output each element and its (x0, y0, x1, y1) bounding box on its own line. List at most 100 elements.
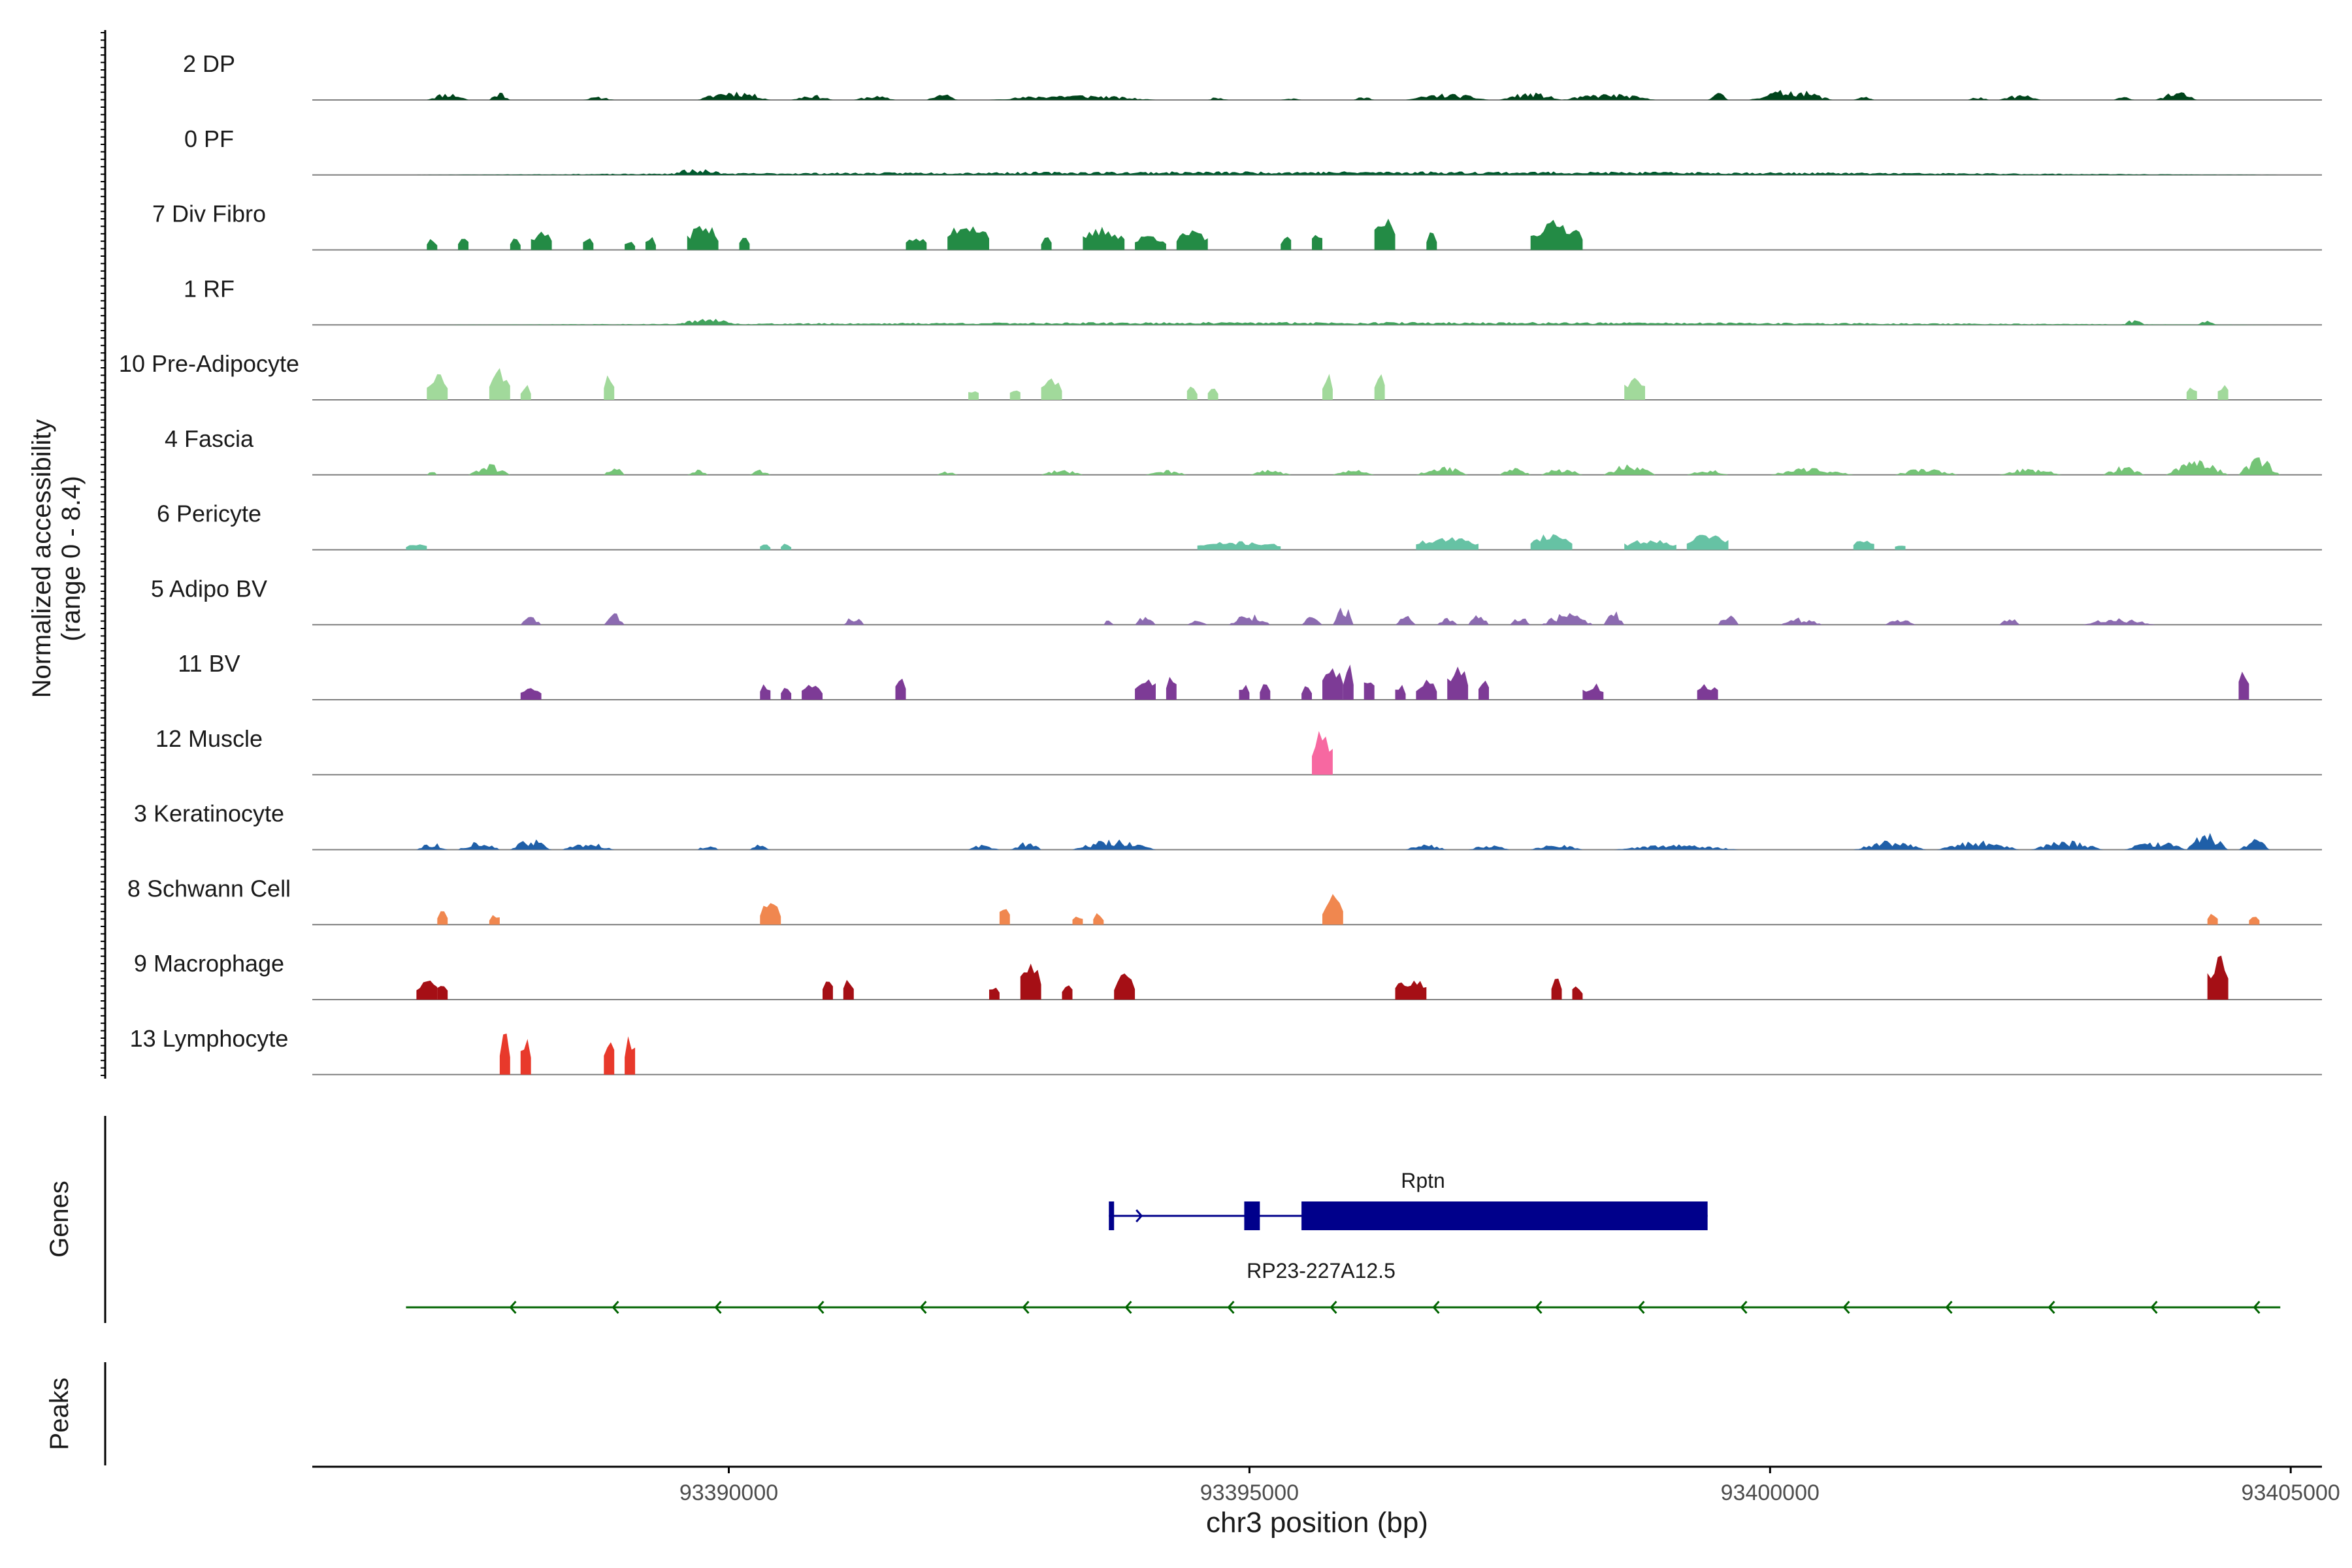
gene-label: RP23-227A12.5 (1247, 1259, 1396, 1282)
coverage-peak (1135, 679, 1156, 700)
coverage-peak (1551, 978, 1562, 1000)
coverage-peak (2124, 320, 2146, 325)
track-8-schwann-cell: 8 Schwann Cell (127, 875, 2322, 926)
track-label: 0 PF (184, 125, 234, 152)
coverage-peak (1853, 540, 1874, 550)
coverage-peak (562, 843, 615, 850)
coverage-peak (406, 544, 427, 550)
coverage-peak (1530, 220, 1583, 250)
coverage-peak (1322, 894, 1343, 925)
track-9-macrophage: 9 Macrophage (134, 950, 2322, 1000)
gene-track: Rptn RP23-227A12.5 (406, 1169, 2281, 1314)
exon (1301, 1201, 1708, 1230)
exon (1109, 1201, 1115, 1230)
coverage-peak (1416, 537, 1478, 550)
coverage-peak (1249, 470, 1292, 475)
coverage-peak (2103, 466, 2146, 475)
coverage-peak (802, 685, 823, 700)
coverage-peak (1135, 617, 1156, 625)
coverage-peak (1072, 839, 1156, 850)
coverage-peak (645, 237, 656, 250)
coverage-peak (437, 911, 448, 925)
track-0-pf: 0 PF (184, 125, 2322, 176)
coverage-peak (1603, 464, 1656, 475)
track-label: 6 Pericyte (157, 500, 261, 527)
coverage-peak (2124, 842, 2187, 850)
track-3-keratinocyte: 3 Keratinocyte (134, 800, 2322, 851)
y-axis-label-line1: Normalized accessibility (27, 419, 56, 698)
track-5-adipo-bv: 5 Adipo BV (151, 575, 2322, 626)
x-tick-label: 93405000 (2242, 1480, 2340, 1505)
coverage-peak (1353, 97, 1375, 100)
y-axis-label-line2: (range 0 - 8.4) (57, 476, 86, 641)
coverage-peak (697, 846, 719, 850)
coverage-peak (1999, 468, 2062, 475)
coverage-peak (1343, 664, 1354, 700)
coverage-peak (1468, 615, 1489, 625)
coverage-peak (625, 1036, 636, 1075)
coverage-peak (1364, 682, 1375, 700)
gene-label: Rptn (1401, 1169, 1445, 1192)
coverage-peak (458, 238, 469, 250)
coverage-peak (520, 385, 531, 400)
coverage-peak (926, 94, 958, 100)
track-6-pericyte: 6 Pericyte (157, 500, 2322, 551)
coverage-peak (520, 688, 542, 700)
coverage-peak (604, 468, 625, 475)
y-axis (101, 30, 106, 1079)
coverage-peak (1093, 913, 1104, 925)
coverage-peak (604, 613, 625, 625)
coverage-peak (1405, 844, 1448, 850)
coverage-peak (1572, 986, 1583, 1000)
track-label: 11 BV (178, 650, 240, 677)
y-axis-ticks (101, 32, 105, 1076)
track-10-pre-adipocyte: 10 Pre-Adipocyte (119, 350, 2322, 400)
coverage-peak (1041, 470, 1083, 475)
coverage-peak (1999, 619, 2020, 625)
coverage-peak (1186, 386, 1198, 400)
track-label: 9 Macrophage (134, 950, 284, 977)
coverage-peak (2030, 840, 2104, 850)
coverage-peak (1322, 668, 1343, 700)
coverage-peak (1686, 470, 1729, 475)
coverage-peak (1312, 235, 1322, 250)
coverage-peak (2082, 618, 2155, 625)
track-label: 7 Div Fibro (152, 201, 266, 227)
coverage-peak (1582, 683, 1604, 700)
track-13-lymphocyte: 13 Lymphocyte (130, 1025, 2322, 1075)
coverage-peak (2238, 672, 2249, 700)
coverage-peak (1062, 985, 1073, 1000)
strand-arrow (2253, 1301, 2261, 1314)
coverage-peak (1749, 90, 1833, 100)
coverage-peak (1603, 611, 1625, 625)
coverage-peak (843, 979, 854, 1000)
coverage-peak (1853, 840, 1927, 850)
coverage-peak (427, 238, 438, 250)
coverage-peak (1020, 963, 1041, 1000)
strand-arrow (1330, 1301, 1337, 1314)
coverage-peak (1281, 237, 1292, 250)
coverage-peak (489, 92, 510, 100)
track-label: 4 Fascia (165, 425, 254, 452)
strand-arrow (919, 1301, 927, 1314)
coverage-peak (416, 843, 448, 850)
track-7-div-fibro: 7 Div Fibro (152, 201, 2322, 251)
coverage-peak (2186, 387, 2197, 400)
coverage-peak (843, 618, 864, 625)
coverage-peak (895, 678, 906, 700)
exon (1244, 1201, 1260, 1230)
coverage-peak (427, 472, 438, 475)
coverage-peak (968, 391, 979, 400)
coverage-peak (1072, 917, 1083, 925)
coverage-peak (937, 471, 958, 475)
coverage-peak (458, 841, 500, 850)
coverage-peak (1041, 237, 1052, 250)
coverage-peak (1509, 618, 1531, 625)
coverage-peak (1145, 470, 1187, 475)
coverage-peak (1624, 378, 1645, 400)
coverage-peak (906, 238, 927, 250)
track-label: 2 DP (183, 50, 235, 77)
coverage-peak (1009, 842, 1041, 850)
coverage-peak (416, 980, 438, 1000)
coverage-peak (1103, 620, 1115, 625)
